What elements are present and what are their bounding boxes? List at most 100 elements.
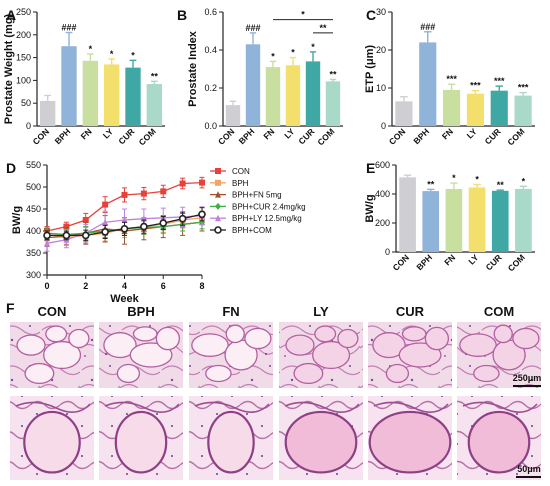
histology-image-cur-high-mag (368, 396, 452, 480)
bar-com (514, 95, 532, 126)
legend-entry: BPH+COM (210, 226, 272, 235)
y-tick-label: 550 (26, 160, 41, 170)
significance-label: * (522, 176, 526, 186)
bar-con (225, 105, 241, 126)
bar-ly (468, 187, 486, 252)
gland-lumen (116, 363, 141, 384)
significance-label: *** (518, 83, 529, 93)
column-label-fn: FN (222, 304, 239, 319)
x-tick-label: 6 (161, 281, 166, 291)
panel-letter: F (6, 300, 15, 316)
y-axis-label: Prostate Index (187, 30, 199, 107)
gland-lumen (385, 363, 410, 384)
panel-letter: C (366, 7, 376, 23)
x-tick-label: 8 (199, 281, 204, 291)
gland-lumen (401, 326, 427, 342)
x-tick-label: FN (440, 126, 455, 141)
significance-label: ** (497, 180, 505, 190)
bar-ly (466, 93, 484, 126)
legend-entry: BPH+FN 5mg (210, 191, 282, 200)
bar-bph (419, 42, 437, 126)
y-tick-label: 20 (376, 45, 386, 55)
epithelium-fold (104, 401, 180, 413)
gland-lumen (129, 342, 173, 368)
scale-bar-label: 250μm (513, 373, 542, 383)
column-label-cur: CUR (396, 304, 425, 319)
gland-lumen (155, 326, 181, 351)
bar-bph (61, 46, 77, 127)
y-tick-label: 10 (376, 83, 386, 93)
significance-label: *** (446, 74, 457, 84)
x-tick-label: BPH (53, 126, 73, 146)
x-tick-label: CON (387, 126, 407, 146)
x-tick-label: CON (391, 252, 411, 272)
bar-ly (103, 64, 120, 126)
bar-fn (265, 67, 281, 126)
column-label-com: COM (484, 304, 514, 319)
x-tick-label: CUR (483, 126, 503, 146)
significance-label: * (89, 44, 93, 54)
x-tick-label: CUR (484, 252, 504, 272)
x-tick-label: 4 (122, 281, 127, 291)
bar-bph (245, 44, 261, 126)
data-point (101, 228, 109, 236)
gland-lumen (191, 333, 229, 357)
significance-label: * (291, 48, 295, 58)
data-point (215, 191, 221, 198)
gland-lumen (314, 325, 337, 343)
y-tick-label: 450 (26, 204, 41, 214)
x-tick-label: CON (216, 126, 236, 146)
y-tick-label: 0 (381, 121, 386, 131)
data-point (82, 217, 89, 223)
column-label-ly: LY (313, 304, 329, 319)
significance-label: ** (151, 71, 159, 81)
gland-lumen (207, 410, 255, 474)
bar-cur (305, 61, 321, 126)
gland-lumen (132, 326, 158, 342)
significance-label: ### (420, 22, 435, 32)
scale-bar-bottom: 50μm (516, 464, 541, 478)
significance-label: * (110, 49, 114, 59)
data-point (215, 202, 221, 210)
histology-image-ly-high-mag (279, 396, 363, 480)
x-tick-label: COM (137, 126, 158, 147)
significance-label: * (452, 173, 456, 183)
legend-label: BPH (232, 179, 249, 188)
y-tick-label: 0.4 (204, 45, 217, 55)
data-point (215, 168, 221, 174)
legend-label: BPH+CUR 2.4mg/kg (232, 202, 306, 211)
bar-cur (490, 90, 508, 126)
data-point (62, 231, 71, 240)
data-point (215, 179, 221, 186)
data-point (199, 179, 205, 186)
gland-lumen (45, 325, 68, 343)
legend-label: BPH+LY 12.5mg/kg (232, 214, 302, 223)
histology-image-cur-low-mag (368, 322, 452, 388)
bar-fn (445, 188, 463, 252)
x-tick-label: CON (31, 126, 51, 146)
gland-lumen (398, 342, 442, 368)
data-point (159, 219, 168, 227)
data-point (140, 222, 148, 231)
panel-letter: D (6, 160, 16, 176)
x-tick-label: 2 (83, 281, 88, 291)
histology-image-com-low-mag (457, 322, 541, 388)
x-tick-label: CUR (296, 126, 316, 146)
gland-lumen (24, 362, 55, 385)
histology-image-fn-low-mag (189, 322, 273, 388)
x-tick-label: BPH (411, 126, 431, 146)
legend-entry: BPH+LY 12.5mg/kg (210, 214, 302, 223)
histology-image-con-high-mag (10, 396, 94, 480)
y-tick-label: 600 (375, 160, 390, 170)
x-tick-label: CUR (116, 126, 136, 146)
data-point (198, 210, 206, 219)
panel-letter: B (177, 7, 187, 23)
gland-lumen (312, 340, 351, 370)
bar-con (399, 177, 416, 252)
legend-label: BPH+COM (232, 226, 272, 235)
gland-lumen (293, 362, 324, 385)
y-axis-label: BW/g (11, 206, 23, 234)
y-tick-label: 250 (16, 7, 31, 17)
column-label-bph: BPH (127, 304, 154, 319)
